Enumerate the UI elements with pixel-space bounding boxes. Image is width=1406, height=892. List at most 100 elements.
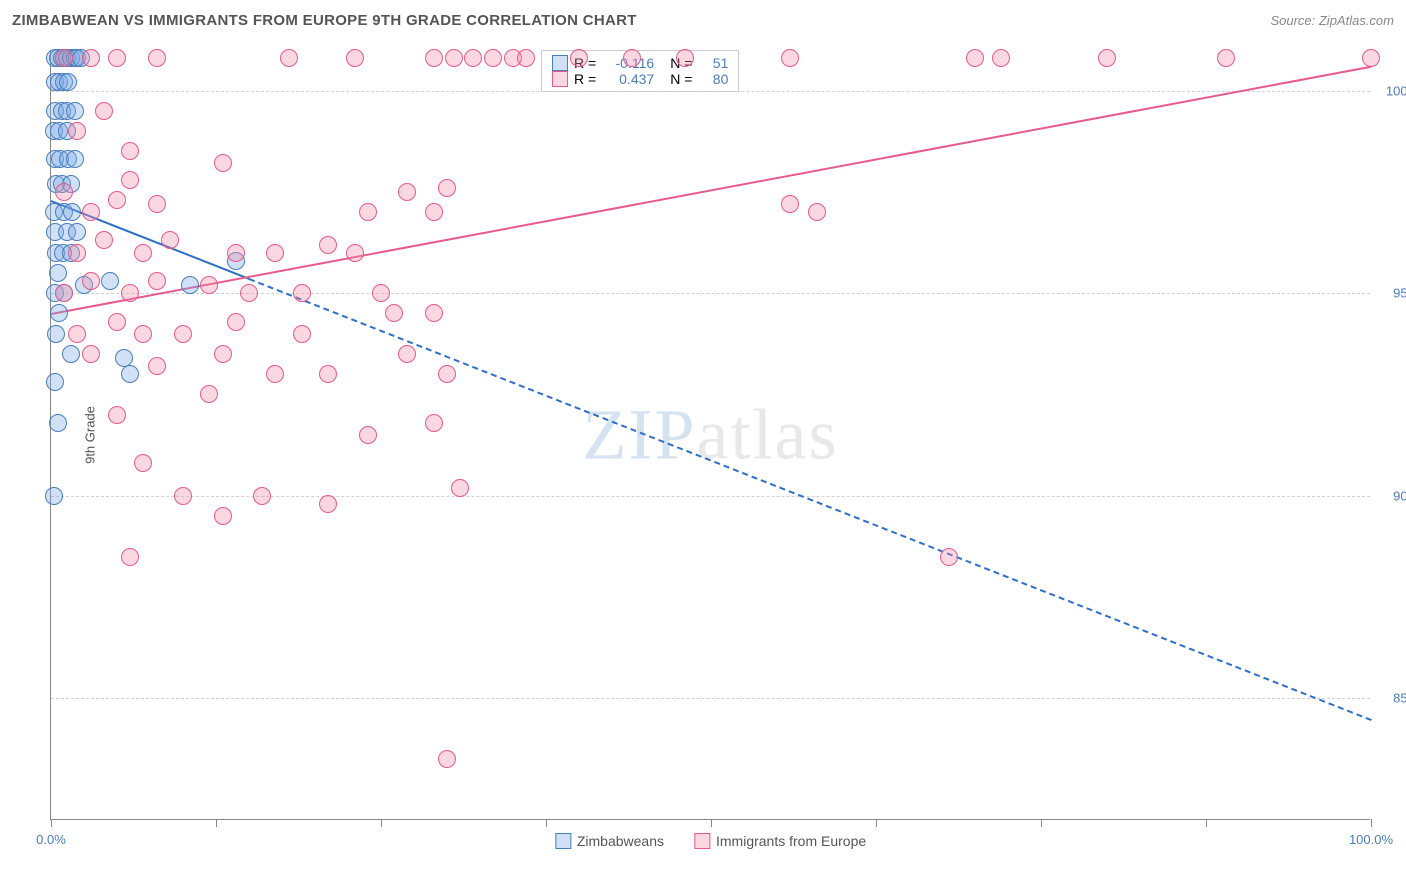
gridline <box>51 698 1370 699</box>
data-point <box>161 231 179 249</box>
data-point <box>121 284 139 302</box>
source-credit: Source: ZipAtlas.com <box>1270 13 1394 28</box>
data-point <box>134 454 152 472</box>
legend-swatch <box>694 833 710 849</box>
data-point <box>82 49 100 67</box>
data-point <box>55 49 73 67</box>
data-point <box>623 49 641 67</box>
data-point <box>346 244 364 262</box>
data-point <box>47 325 65 343</box>
data-point <box>227 313 245 331</box>
data-point <box>108 313 126 331</box>
data-point <box>181 276 199 294</box>
data-point <box>174 325 192 343</box>
data-point <box>59 73 77 91</box>
data-point <box>68 223 86 241</box>
data-point <box>108 49 126 67</box>
data-point <box>214 345 232 363</box>
data-point <box>266 365 284 383</box>
data-point <box>266 244 284 262</box>
x-tick <box>216 819 217 827</box>
data-point <box>940 548 958 566</box>
data-point <box>438 179 456 197</box>
data-point <box>676 49 694 67</box>
y-tick-label: 90.0% <box>1393 488 1406 503</box>
data-point <box>68 244 86 262</box>
data-point <box>200 385 218 403</box>
x-tick <box>1206 819 1207 827</box>
data-point <box>425 203 443 221</box>
data-point <box>62 345 80 363</box>
legend-swatch <box>552 55 568 71</box>
data-point <box>55 284 73 302</box>
watermark: ZIPatlas <box>583 393 839 476</box>
chart-title: ZIMBABWEAN VS IMMIGRANTS FROM EUROPE 9TH… <box>12 12 637 29</box>
y-tick-label: 95.0% <box>1393 286 1406 301</box>
data-point <box>293 284 311 302</box>
gridline <box>51 91 1370 92</box>
data-point <box>240 284 258 302</box>
data-point <box>121 171 139 189</box>
x-tick <box>51 819 52 827</box>
data-point <box>101 272 119 290</box>
data-point <box>68 325 86 343</box>
x-tick <box>711 819 712 827</box>
data-point <box>1098 49 1116 67</box>
y-tick-label: 85.0% <box>1393 691 1406 706</box>
data-point <box>1362 49 1380 67</box>
data-point <box>214 507 232 525</box>
data-point <box>445 49 463 67</box>
data-point <box>346 49 364 67</box>
data-point <box>425 304 443 322</box>
series-legend: ZimbabweansImmigrants from Europe <box>555 833 866 849</box>
data-point <box>121 365 139 383</box>
trend-line <box>249 278 1372 721</box>
data-point <box>517 49 535 67</box>
data-point <box>68 122 86 140</box>
data-point <box>484 49 502 67</box>
scatter-plot: ZIPatlas 9th Grade R =-0.116N =51R =0.43… <box>50 50 1370 820</box>
gridline <box>51 496 1370 497</box>
data-point <box>438 750 456 768</box>
data-point <box>66 102 84 120</box>
data-point <box>253 487 271 505</box>
data-point <box>108 191 126 209</box>
data-point <box>227 244 245 262</box>
data-point <box>95 231 113 249</box>
data-point <box>134 325 152 343</box>
data-point <box>966 49 984 67</box>
data-point <box>45 487 63 505</box>
data-point <box>570 49 588 67</box>
data-point <box>148 272 166 290</box>
data-point <box>359 426 377 444</box>
data-point <box>121 142 139 160</box>
data-point <box>49 264 67 282</box>
data-point <box>781 49 799 67</box>
data-point <box>319 365 337 383</box>
x-tick-label: 100.0% <box>1349 832 1393 847</box>
data-point <box>372 284 390 302</box>
legend-row: R =0.437N =80 <box>552 71 728 87</box>
data-point <box>398 345 416 363</box>
data-point <box>134 244 152 262</box>
x-tick <box>381 819 382 827</box>
data-point <box>280 49 298 67</box>
data-point <box>385 304 403 322</box>
data-point <box>808 203 826 221</box>
data-point <box>464 49 482 67</box>
data-point <box>95 102 113 120</box>
data-point <box>49 414 67 432</box>
x-tick <box>1041 819 1042 827</box>
data-point <box>200 276 218 294</box>
legend-label: Zimbabweans <box>577 833 664 849</box>
data-point <box>148 195 166 213</box>
data-point <box>992 49 1010 67</box>
legend-swatch <box>552 71 568 87</box>
data-point <box>398 183 416 201</box>
x-tick-label: 0.0% <box>36 832 66 847</box>
data-point <box>1217 49 1235 67</box>
x-tick <box>546 819 547 827</box>
data-point <box>66 150 84 168</box>
data-point <box>438 365 456 383</box>
data-point <box>214 154 232 172</box>
